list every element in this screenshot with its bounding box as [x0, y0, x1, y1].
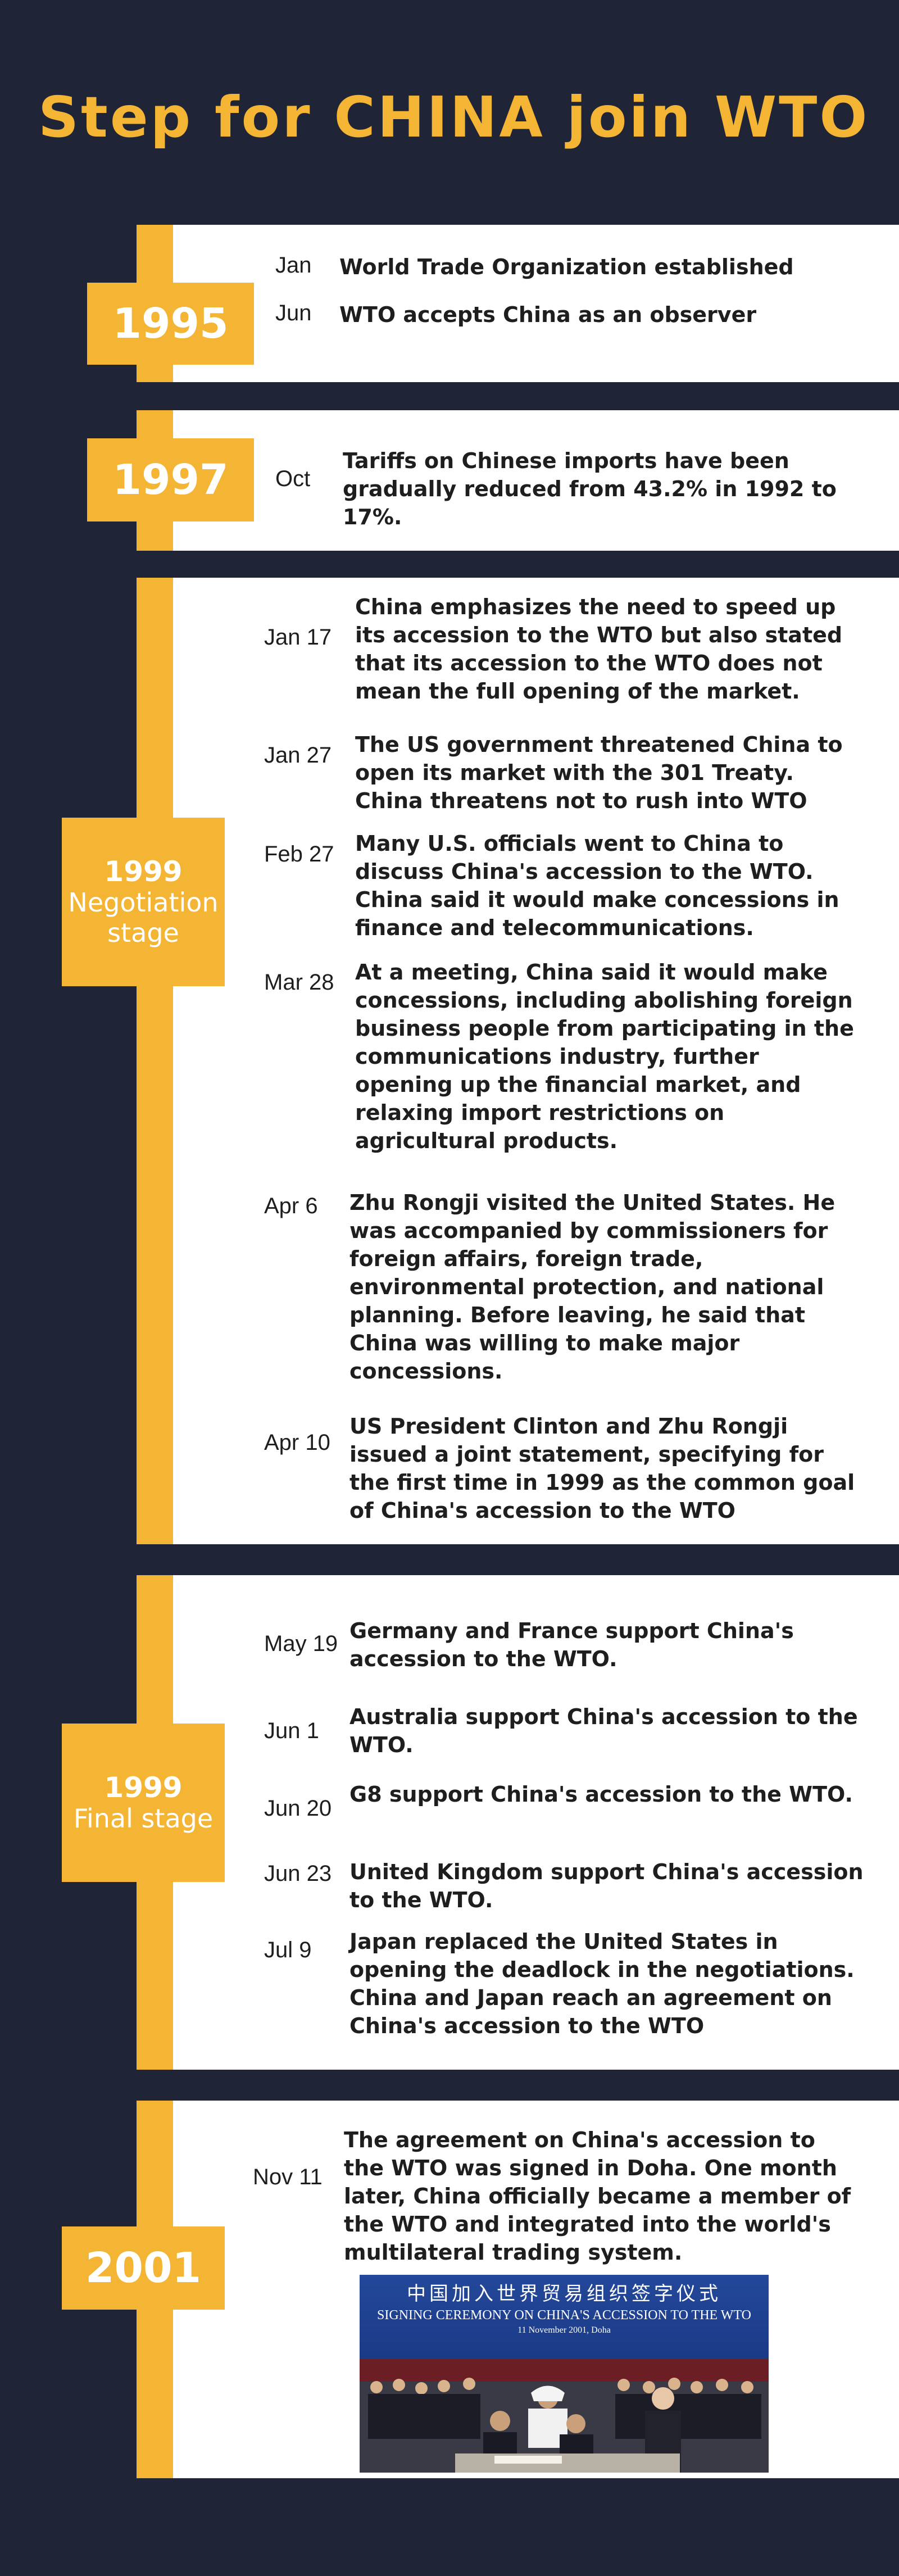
year-badge: 1999 Final stage	[62, 1724, 225, 1882]
event-date: Jun 1	[264, 1718, 319, 1743]
year-badge: 1997	[87, 438, 254, 521]
banner-english-caption: SIGNING CEREMONY ON CHINA'S ACCESSION TO…	[377, 2308, 751, 2323]
event-text: China emphasizes the need to speed up it…	[355, 595, 843, 704]
event-date: Oct	[275, 466, 311, 491]
event-date: Apr 10	[264, 1430, 330, 1455]
year-label: 1997	[112, 456, 229, 504]
year-badge: 1995	[87, 283, 254, 365]
section-1999-final-panel	[173, 1575, 899, 2070]
event-text: Many U.S. officials went to China to dis…	[355, 831, 839, 940]
year-label: 1995	[112, 300, 229, 348]
stage-label: Final stage	[73, 1803, 214, 1834]
event-text: United Kingdom support China's accession…	[349, 1860, 864, 1912]
event-text: WTO accepts China as an observer	[339, 302, 757, 327]
ceremony-banner: 中国加入世界贸易组织签字仪式 SIGNING CEREMONY ON CHINA…	[360, 2275, 769, 2359]
timeline-spine	[137, 578, 173, 1544]
year-label: 1999	[104, 855, 183, 888]
event-date: Jan 17	[264, 625, 332, 650]
event-text: Tariffs on Chinese imports have been gra…	[343, 448, 837, 529]
page-title: Step for CHINA join WTO	[38, 84, 870, 150]
section-1999-negotiation-panel	[173, 578, 899, 1544]
event-text: At a meeting, China said it would make c…	[355, 960, 854, 1153]
section-1995-panel	[173, 225, 899, 382]
event-date: Jun 23	[264, 1861, 332, 1886]
year-badge: 2001	[62, 2226, 225, 2310]
event-date: Jan	[275, 253, 312, 278]
year-label: 2001	[85, 2244, 201, 2292]
event-text: Australia support China's accession to t…	[349, 1704, 858, 1757]
event-text: The agreement on China's accession to th…	[344, 2128, 851, 2265]
ceremony-scene	[360, 2359, 769, 2473]
event-text: Japan replaced the United States in open…	[349, 1929, 855, 2038]
banner-chinese-caption: 中国加入世界贸易组织签字仪式	[407, 2283, 721, 2305]
event-text: US President Clinton and Zhu Rongji issu…	[349, 1414, 855, 1523]
event-date: Jun	[275, 301, 312, 325]
event-date: Jun 20	[264, 1796, 332, 1821]
event-date: Jan 27	[264, 743, 332, 768]
stage-label: Negotiation stage	[68, 887, 219, 948]
event-date: May 19	[264, 1631, 338, 1656]
event-date: Mar 28	[264, 970, 334, 995]
event-text: World Trade Organization established	[339, 255, 794, 279]
event-text: The US government threatened China to op…	[355, 732, 843, 813]
event-text: Germany and France support China's acces…	[349, 1618, 794, 1671]
banner-date-caption: 11 November 2001, Doha	[517, 2325, 611, 2335]
section-1997-panel	[173, 410, 899, 551]
event-date: Apr 6	[264, 1194, 318, 1218]
event-text: G8 support China's accession to the WTO.	[349, 1782, 853, 1807]
event-text: Zhu Rongji visited the United States. He…	[349, 1190, 836, 1384]
event-date: Jul 9	[264, 1938, 312, 1962]
signing-ceremony-photo: 中国加入世界贸易组织签字仪式 SIGNING CEREMONY ON CHINA…	[360, 2275, 769, 2473]
event-date: Nov 11	[253, 2165, 323, 2189]
year-badge: 1999 Negotiation stage	[62, 818, 225, 986]
event-date: Feb 27	[264, 842, 334, 867]
year-label: 1999	[104, 1771, 183, 1804]
